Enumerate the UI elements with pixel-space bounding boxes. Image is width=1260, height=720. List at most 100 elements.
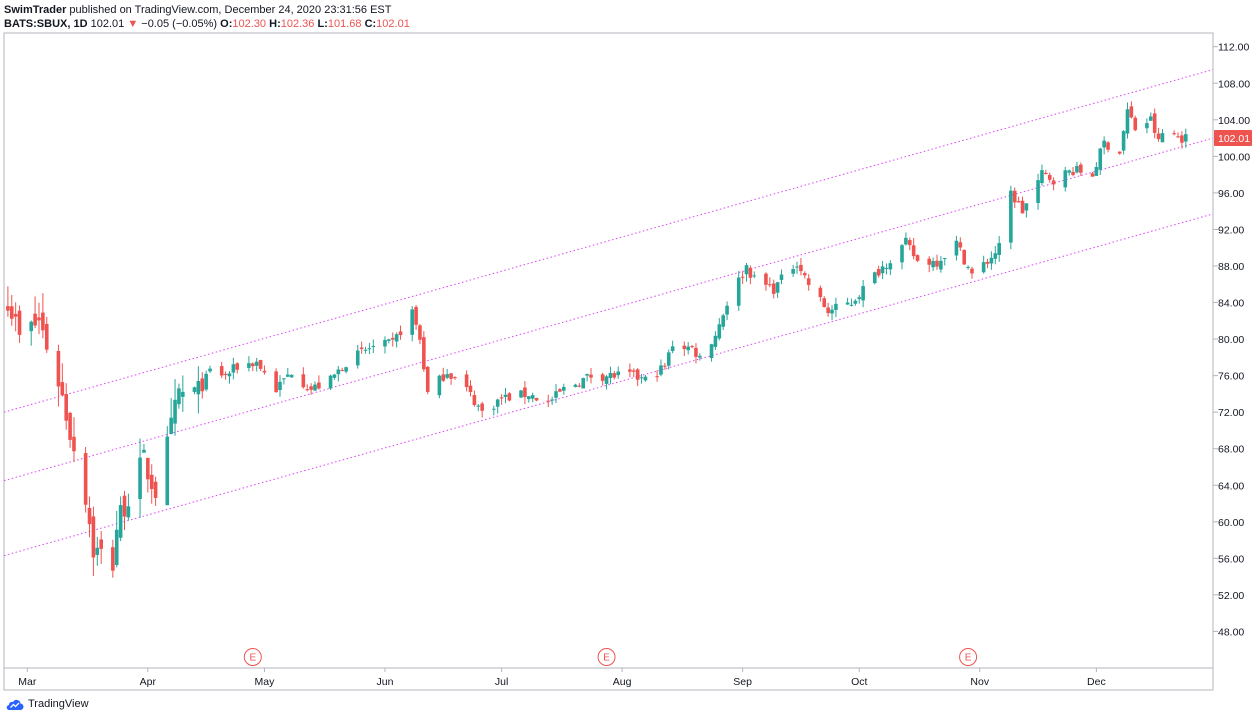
candle-body: [604, 376, 609, 384]
price-axis[interactable]: 48.00 52.00 56.00 60.00 64.00 68.00 72.00 76.00…: [1213, 42, 1250, 639]
candle-body: [931, 260, 935, 268]
candle-body: [165, 436, 170, 506]
candle-body: [1149, 116, 1153, 121]
y-tick-label: 88.00: [1218, 261, 1244, 273]
y-tick-label: 68.00: [1218, 444, 1244, 456]
candle-body: [309, 386, 313, 390]
candle-body: [231, 364, 236, 373]
candle-body: [655, 376, 659, 378]
candle-body: [1180, 135, 1184, 143]
candle-body: [849, 304, 854, 306]
candle-body: [99, 539, 103, 549]
candle-body: [550, 399, 554, 401]
candle-body: [1145, 123, 1149, 129]
candle-body: [422, 337, 426, 370]
candle-body: [628, 369, 632, 372]
candle-body: [561, 386, 566, 391]
tradingview-brand: TradingView: [28, 698, 89, 710]
candle-body: [915, 255, 920, 261]
candle-body: [818, 287, 823, 298]
candle-body: [262, 370, 267, 373]
channel-line-middle: [3, 137, 1214, 482]
candle-body: [418, 325, 422, 340]
y-tick-label: 108.00: [1218, 78, 1250, 90]
tradingview-logo[interactable]: TradingView: [6, 698, 89, 710]
candle-body: [169, 417, 173, 434]
candle-body: [826, 307, 830, 314]
candle-body: [725, 305, 729, 315]
candle-body: [87, 507, 92, 525]
candle-body: [111, 547, 115, 571]
candle-body: [204, 373, 208, 390]
down-arrow-icon: ▼: [127, 18, 139, 30]
candle-body: [17, 310, 22, 335]
candle-body: [1047, 174, 1052, 180]
candle-body: [425, 366, 430, 392]
tradingview-cloud-icon: [6, 699, 24, 710]
candle-body: [694, 347, 698, 357]
x-tick-label: Jun: [377, 676, 394, 688]
candle-body: [340, 370, 345, 372]
candle-body: [830, 309, 834, 314]
candle-body: [453, 377, 457, 379]
candle-body: [546, 400, 551, 402]
candle-body: [1071, 171, 1075, 175]
earnings-marker-label: E: [965, 653, 972, 664]
earnings-marker-circle: [243, 648, 262, 666]
candle-body: [1016, 201, 1021, 203]
y-tick-label: 92.00: [1218, 224, 1244, 236]
candle-body: [83, 453, 88, 505]
candle-body: [64, 394, 68, 421]
candle-body: [371, 346, 376, 348]
candle-body: [1036, 180, 1040, 203]
candle-body: [437, 375, 442, 396]
candle-body: [554, 391, 558, 398]
candle-body: [1172, 133, 1176, 135]
last-price: 102.01: [90, 18, 125, 30]
candle-body: [274, 371, 278, 393]
author-name[interactable]: SwimTrader: [4, 4, 67, 16]
candle-body: [1125, 109, 1130, 134]
candle-body: [682, 345, 687, 350]
candle-body: [247, 363, 251, 368]
candle-body: [834, 303, 838, 310]
candle-body: [573, 384, 578, 387]
candle-body: [95, 547, 100, 555]
candle-body: [803, 273, 807, 276]
candle-body: [254, 361, 259, 366]
candle-body: [1129, 106, 1134, 118]
candle-body: [9, 306, 14, 319]
candle-body: [639, 377, 644, 379]
time-axis[interactable]: Mar Apr May Jun Jul Aug Sep Oct Nov Dec: [4, 667, 1213, 688]
candle-body: [709, 344, 714, 359]
candle-body: [445, 374, 449, 378]
x-tick-label: May: [255, 676, 276, 688]
candles: [6, 101, 1188, 578]
candle-body: [795, 266, 799, 268]
candle-body: [177, 388, 181, 405]
candle-body: [577, 385, 582, 387]
candle-body: [149, 474, 154, 489]
candle-body: [744, 265, 749, 275]
candle-body: [612, 373, 617, 378]
candle-body: [192, 387, 197, 392]
candle-body: [1012, 190, 1017, 203]
candle-body: [752, 275, 757, 277]
y-tick-label: 60.00: [1218, 517, 1244, 529]
candle-body: [748, 267, 753, 278]
candle-body: [1133, 117, 1138, 131]
high-value: 102.36: [280, 18, 315, 30]
high-label: H:: [269, 18, 281, 30]
candle-body: [942, 258, 947, 260]
candle-body: [558, 389, 562, 392]
candle-body: [989, 257, 994, 264]
low-value: 101.68: [327, 18, 362, 30]
candle-body: [686, 346, 690, 351]
candle-body: [608, 372, 613, 379]
candle-body: [313, 384, 317, 391]
candle-body: [888, 263, 893, 270]
candle-body: [799, 264, 803, 272]
candle-body: [876, 269, 881, 276]
candle-body: [1106, 142, 1110, 150]
